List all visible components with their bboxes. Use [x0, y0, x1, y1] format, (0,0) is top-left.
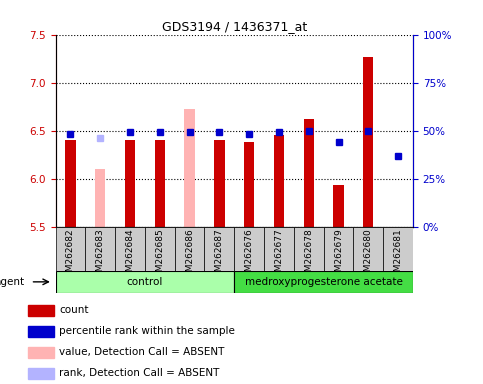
Text: GSM262686: GSM262686 — [185, 228, 194, 283]
Bar — [145, 227, 175, 271]
Bar — [175, 227, 204, 271]
Bar — [214, 140, 225, 227]
Bar — [333, 185, 344, 227]
Bar — [65, 140, 76, 227]
Text: GSM262678: GSM262678 — [304, 228, 313, 283]
Text: medroxyprogesterone acetate: medroxyprogesterone acetate — [245, 277, 402, 287]
Bar — [28, 305, 54, 316]
Text: GSM262682: GSM262682 — [66, 228, 75, 283]
Bar — [244, 142, 255, 227]
Bar — [264, 227, 294, 271]
Bar — [234, 227, 264, 271]
Bar — [28, 326, 54, 337]
Text: percentile rank within the sample: percentile rank within the sample — [59, 326, 235, 336]
Bar — [85, 227, 115, 271]
Text: GSM262687: GSM262687 — [215, 228, 224, 283]
Text: GSM262679: GSM262679 — [334, 228, 343, 283]
Text: control: control — [127, 277, 163, 287]
Text: agent: agent — [0, 277, 25, 287]
Text: GSM262683: GSM262683 — [96, 228, 105, 283]
Bar — [155, 140, 165, 227]
Bar — [28, 347, 54, 358]
Bar — [294, 227, 324, 271]
Bar — [274, 136, 284, 227]
Text: GSM262684: GSM262684 — [126, 228, 134, 283]
Bar — [354, 227, 383, 271]
Bar — [56, 227, 85, 271]
Text: rank, Detection Call = ABSENT: rank, Detection Call = ABSENT — [59, 368, 220, 379]
FancyBboxPatch shape — [56, 271, 234, 293]
Text: GSM262677: GSM262677 — [274, 228, 284, 283]
Bar — [28, 368, 54, 379]
Bar — [185, 109, 195, 227]
Bar — [125, 140, 135, 227]
Text: count: count — [59, 305, 89, 315]
Text: value, Detection Call = ABSENT: value, Detection Call = ABSENT — [59, 347, 225, 358]
Text: GSM262681: GSM262681 — [394, 228, 402, 283]
Bar — [95, 169, 105, 227]
Title: GDS3194 / 1436371_at: GDS3194 / 1436371_at — [162, 20, 307, 33]
Text: GSM262676: GSM262676 — [245, 228, 254, 283]
Text: GSM262685: GSM262685 — [156, 228, 164, 283]
Bar — [204, 227, 234, 271]
Bar — [303, 119, 314, 227]
Bar — [115, 227, 145, 271]
FancyBboxPatch shape — [234, 271, 413, 293]
Bar — [363, 57, 373, 227]
Bar — [383, 227, 413, 271]
Bar — [324, 227, 354, 271]
Text: GSM262680: GSM262680 — [364, 228, 373, 283]
